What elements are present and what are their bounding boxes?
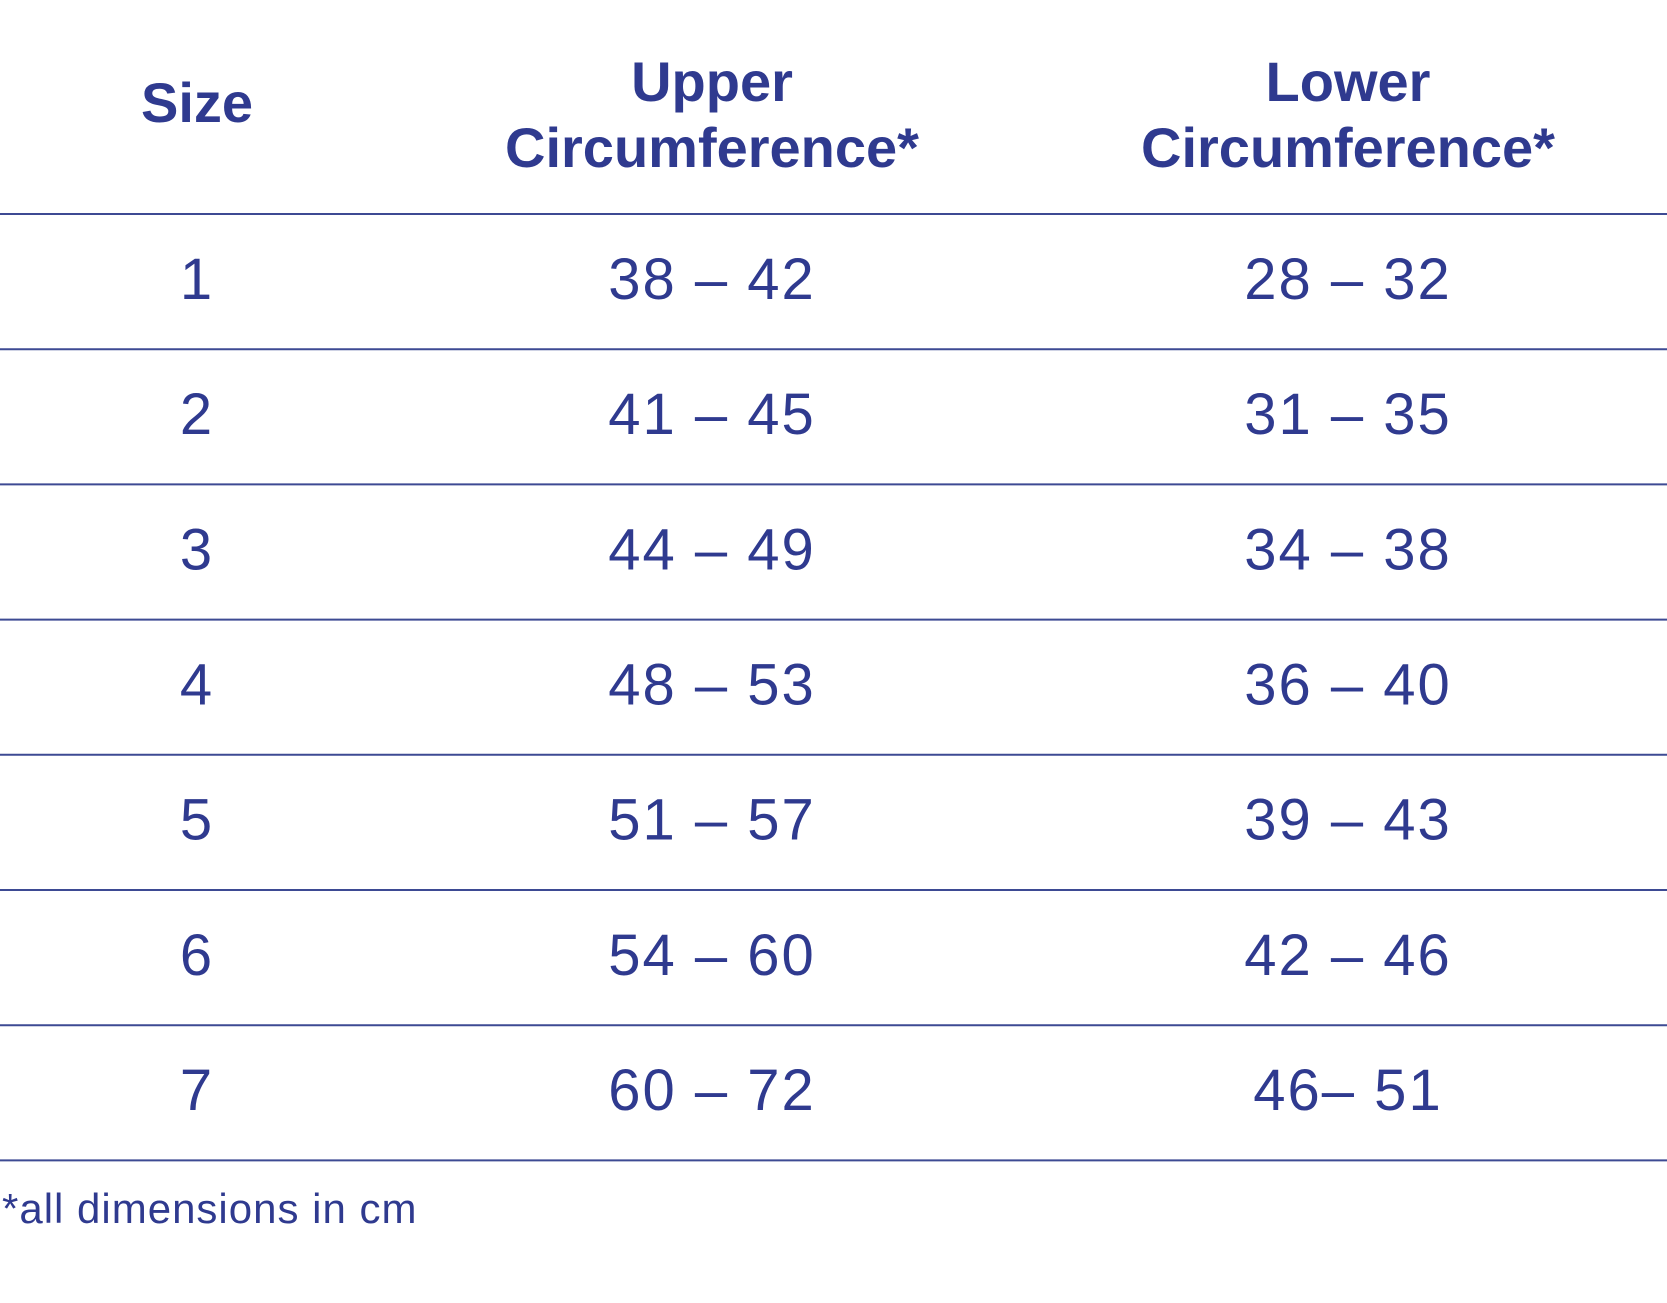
column-header: Lower xyxy=(1266,50,1431,113)
table-cell: 31 – 35 xyxy=(1244,382,1452,447)
table-cell: 54 – 60 xyxy=(608,923,816,988)
column-header: Upper xyxy=(631,50,793,113)
column-header: Circumference* xyxy=(505,116,919,179)
table-cell: 60 – 72 xyxy=(608,1058,816,1123)
table-cell: 3 xyxy=(180,517,214,582)
table-cell: 48 – 53 xyxy=(608,653,816,718)
table-cell: 38 – 42 xyxy=(608,247,816,312)
table-cell: 51 – 57 xyxy=(608,788,816,853)
table-cell: 36 – 40 xyxy=(1244,653,1452,718)
table-cell: 6 xyxy=(180,923,214,988)
table-cell: 7 xyxy=(180,1058,214,1123)
table-cell: 28 – 32 xyxy=(1244,247,1452,312)
table-cell: 34 – 38 xyxy=(1244,517,1452,582)
table-cell: 44 – 49 xyxy=(608,517,816,582)
column-header: Size xyxy=(141,71,253,134)
table-cell: 5 xyxy=(180,788,214,853)
table-cell: 46– 51 xyxy=(1253,1058,1442,1123)
column-header: Circumference* xyxy=(1141,116,1555,179)
table-cell: 2 xyxy=(180,382,214,447)
footnote: *all dimensions in cm xyxy=(2,1185,418,1232)
table-cell: 1 xyxy=(180,247,214,312)
table-cell: 41 – 45 xyxy=(608,382,816,447)
table-cell: 42 – 46 xyxy=(1244,923,1452,988)
table-cell: 4 xyxy=(180,653,214,718)
table-cell: 39 – 43 xyxy=(1244,788,1452,853)
